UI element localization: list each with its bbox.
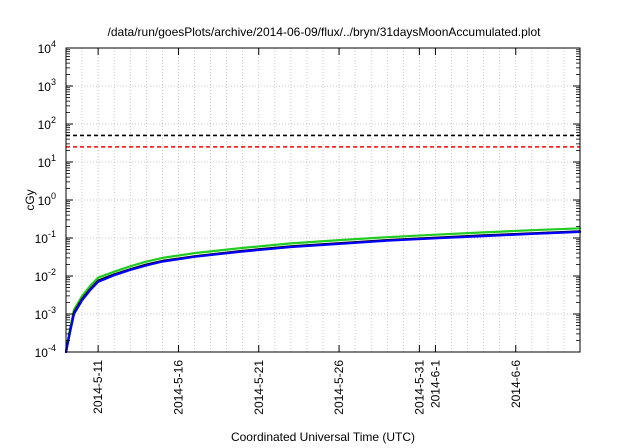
y-tick-label: 102 [38,115,56,132]
y-tick-label: 104 [38,39,56,56]
y-tick-label: 10-1 [35,229,56,246]
series-line [64,230,582,354]
series-lines [64,227,582,354]
x-tick-label: 2014-5-16 [171,360,185,415]
y-axis-label: cGy [23,189,37,210]
threshold-lines [66,134,580,148]
series-line [64,227,582,352]
x-tick-label: 2014-6-1 [428,360,442,408]
x-tick-label: 2014-5-26 [332,360,346,415]
y-tick-label: 100 [38,191,56,208]
y-tick-label: 10-3 [35,305,56,322]
x-axis-label: Coordinated Universal Time (UTC) [231,430,415,444]
y-tick-label: 103 [38,77,56,94]
chart-title: /data/run/goesPlots/archive/2014-06-09/f… [108,25,542,39]
x-axis-ticks: 2014-5-11 2014-5-16 2014-5-21 2014-5-26 2014… [91,48,523,415]
x-tick-label: 2014-5-21 [252,360,266,415]
y-tick-label: 101 [38,153,56,170]
grid [66,48,580,352]
x-tick-label: 2014-5-11 [91,360,105,414]
x-tick-label: 2014-5-31 [412,360,426,415]
y-axis-ticks: 10-4 10-3 10-2 10-1 100 101 102 103 104 [35,39,580,360]
y-tick-label: 10-4 [35,343,56,360]
y-tick-label: 10-2 [35,267,56,284]
x-tick-label: 2014-6-6 [509,360,523,408]
